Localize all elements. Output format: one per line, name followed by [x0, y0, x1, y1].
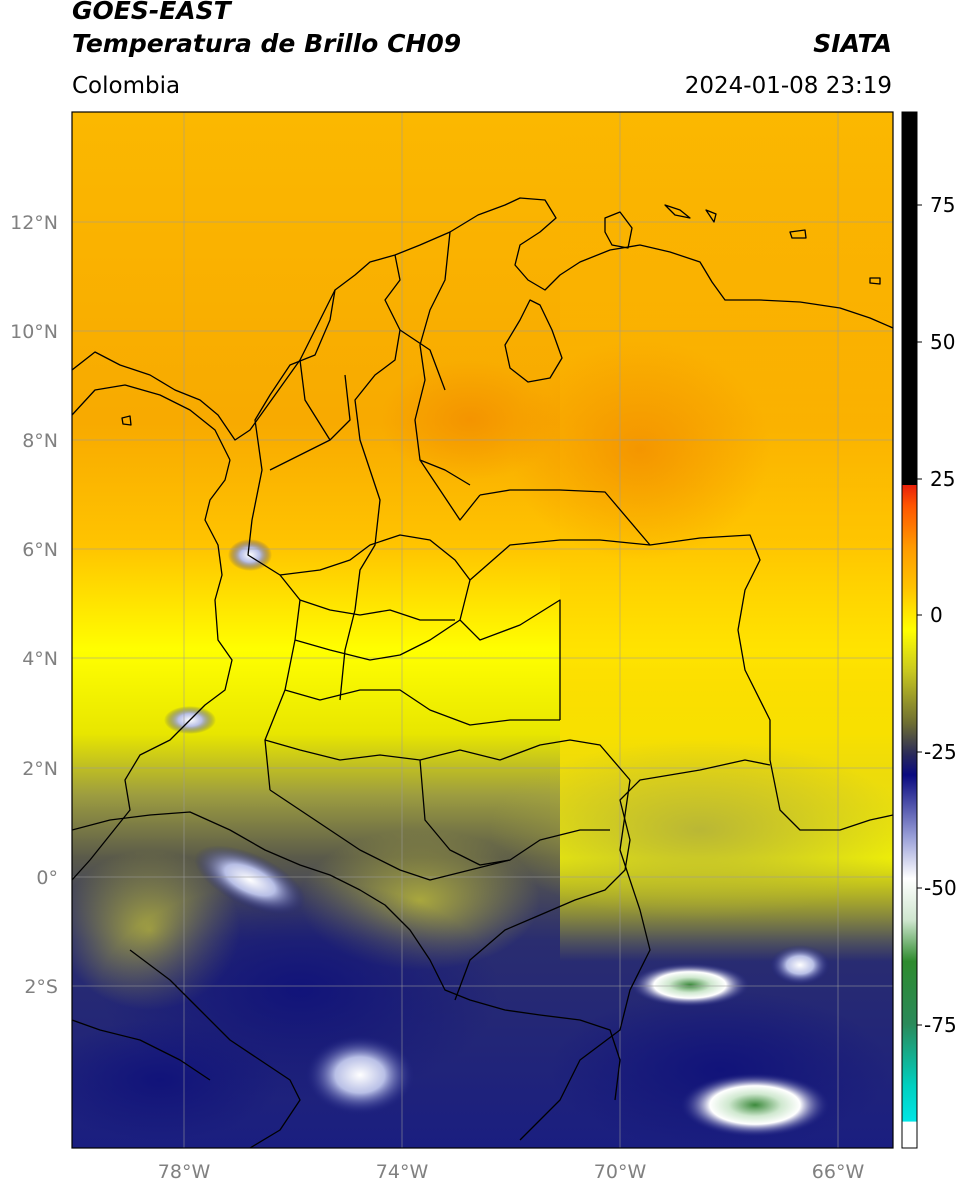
agency-label: SIATA [813, 29, 892, 58]
colorbar-tick-label: -25 [924, 740, 957, 764]
lon-tick-label: 78°W [158, 1161, 211, 1183]
lon-tick-label: 66°W [812, 1161, 865, 1183]
lat-tick-label: 10°N [10, 321, 58, 343]
coastlines-and-borders [72, 197, 893, 1148]
graticule [72, 112, 893, 1148]
brightness-temperature-field [72, 112, 893, 1148]
colorbar-tick-label: 0 [930, 603, 943, 627]
lat-tick-label: 2°N [22, 758, 58, 780]
colorbar-tick-label: 50 [930, 330, 955, 354]
lat-tick-label: 12°N [10, 212, 58, 234]
lat-tick-label: 0° [36, 867, 58, 889]
colorbar: 75 50 25 0 -25 -50 -75 [901, 111, 957, 1149]
colorbar-tick-label: 75 [930, 193, 955, 217]
lat-tick-label: 2°S [24, 976, 58, 998]
region-label: Colombia [72, 73, 181, 99]
map-frame [71, 111, 894, 1149]
colorbar-tick-label: 25 [930, 467, 955, 491]
lon-tick-label: 74°W [376, 1161, 429, 1183]
satellite-title: GOES-EAST [72, 0, 231, 25]
longitude-axis: 78°W 74°W 70°W 66°W [158, 1161, 865, 1183]
lat-tick-label: 8°N [22, 430, 58, 452]
latitude-axis: 12°N 10°N 8°N 6°N 4°N 2°N 0° 2°S [10, 212, 58, 998]
product-title: Temperatura de Brillo CH09 [72, 29, 462, 58]
lon-tick-label: 70°W [594, 1161, 647, 1183]
timestamp-label: 2024-01-08 23:19 [684, 73, 892, 99]
colorbar-tick-label: -50 [924, 876, 957, 900]
colorbar-tick-label: -75 [924, 1013, 957, 1037]
lat-tick-label: 4°N [22, 648, 58, 670]
colorbar-ramp [901, 111, 918, 1149]
lat-tick-label: 6°N [22, 539, 58, 561]
